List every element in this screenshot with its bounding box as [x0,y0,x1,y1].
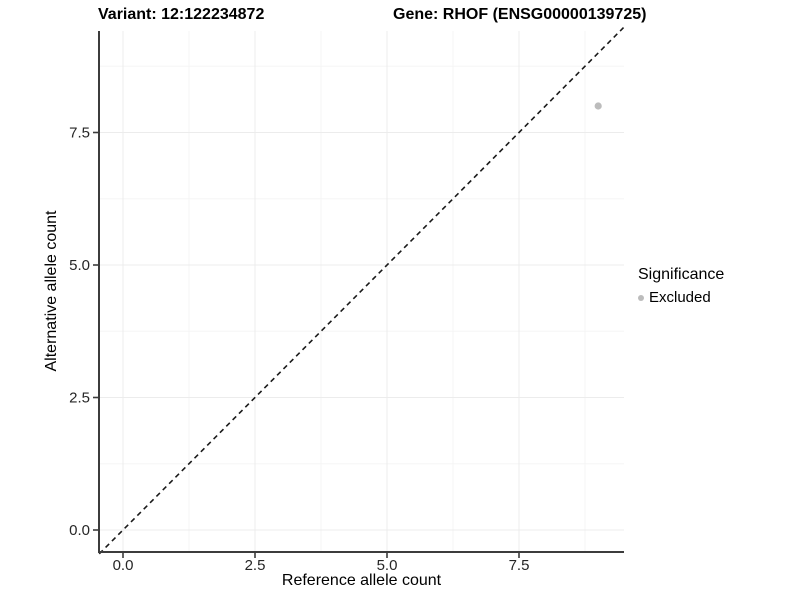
legend-item-label: Excluded [649,289,711,306]
y-axis-title: Alternative allele count [43,210,60,372]
x-tick-label: 7.5 [509,557,530,574]
x-axis-title: Reference allele count [281,572,442,589]
data-point [594,102,602,110]
x-tick-label: 0.0 [113,557,134,574]
y-tick-label: 5.0 [69,257,90,274]
identity-dashed-line [98,26,625,555]
legend-title: Significance [638,266,725,283]
gene-title: Gene: RHOF (ENSG00000139725) [393,6,647,23]
y-tick-label: 2.5 [69,390,90,407]
legend-item-excluded: Excluded [638,289,724,306]
variant-title: Variant: 12:122234872 [98,6,265,23]
legend-key-dot-icon [638,294,644,301]
y-tick-label: 0.0 [69,522,90,539]
legend: Significance Excluded [638,266,724,306]
x-tick-label: 2.5 [245,557,266,574]
y-tick-label: 7.5 [69,125,90,142]
x-tick-label: 5.0 [377,557,398,574]
